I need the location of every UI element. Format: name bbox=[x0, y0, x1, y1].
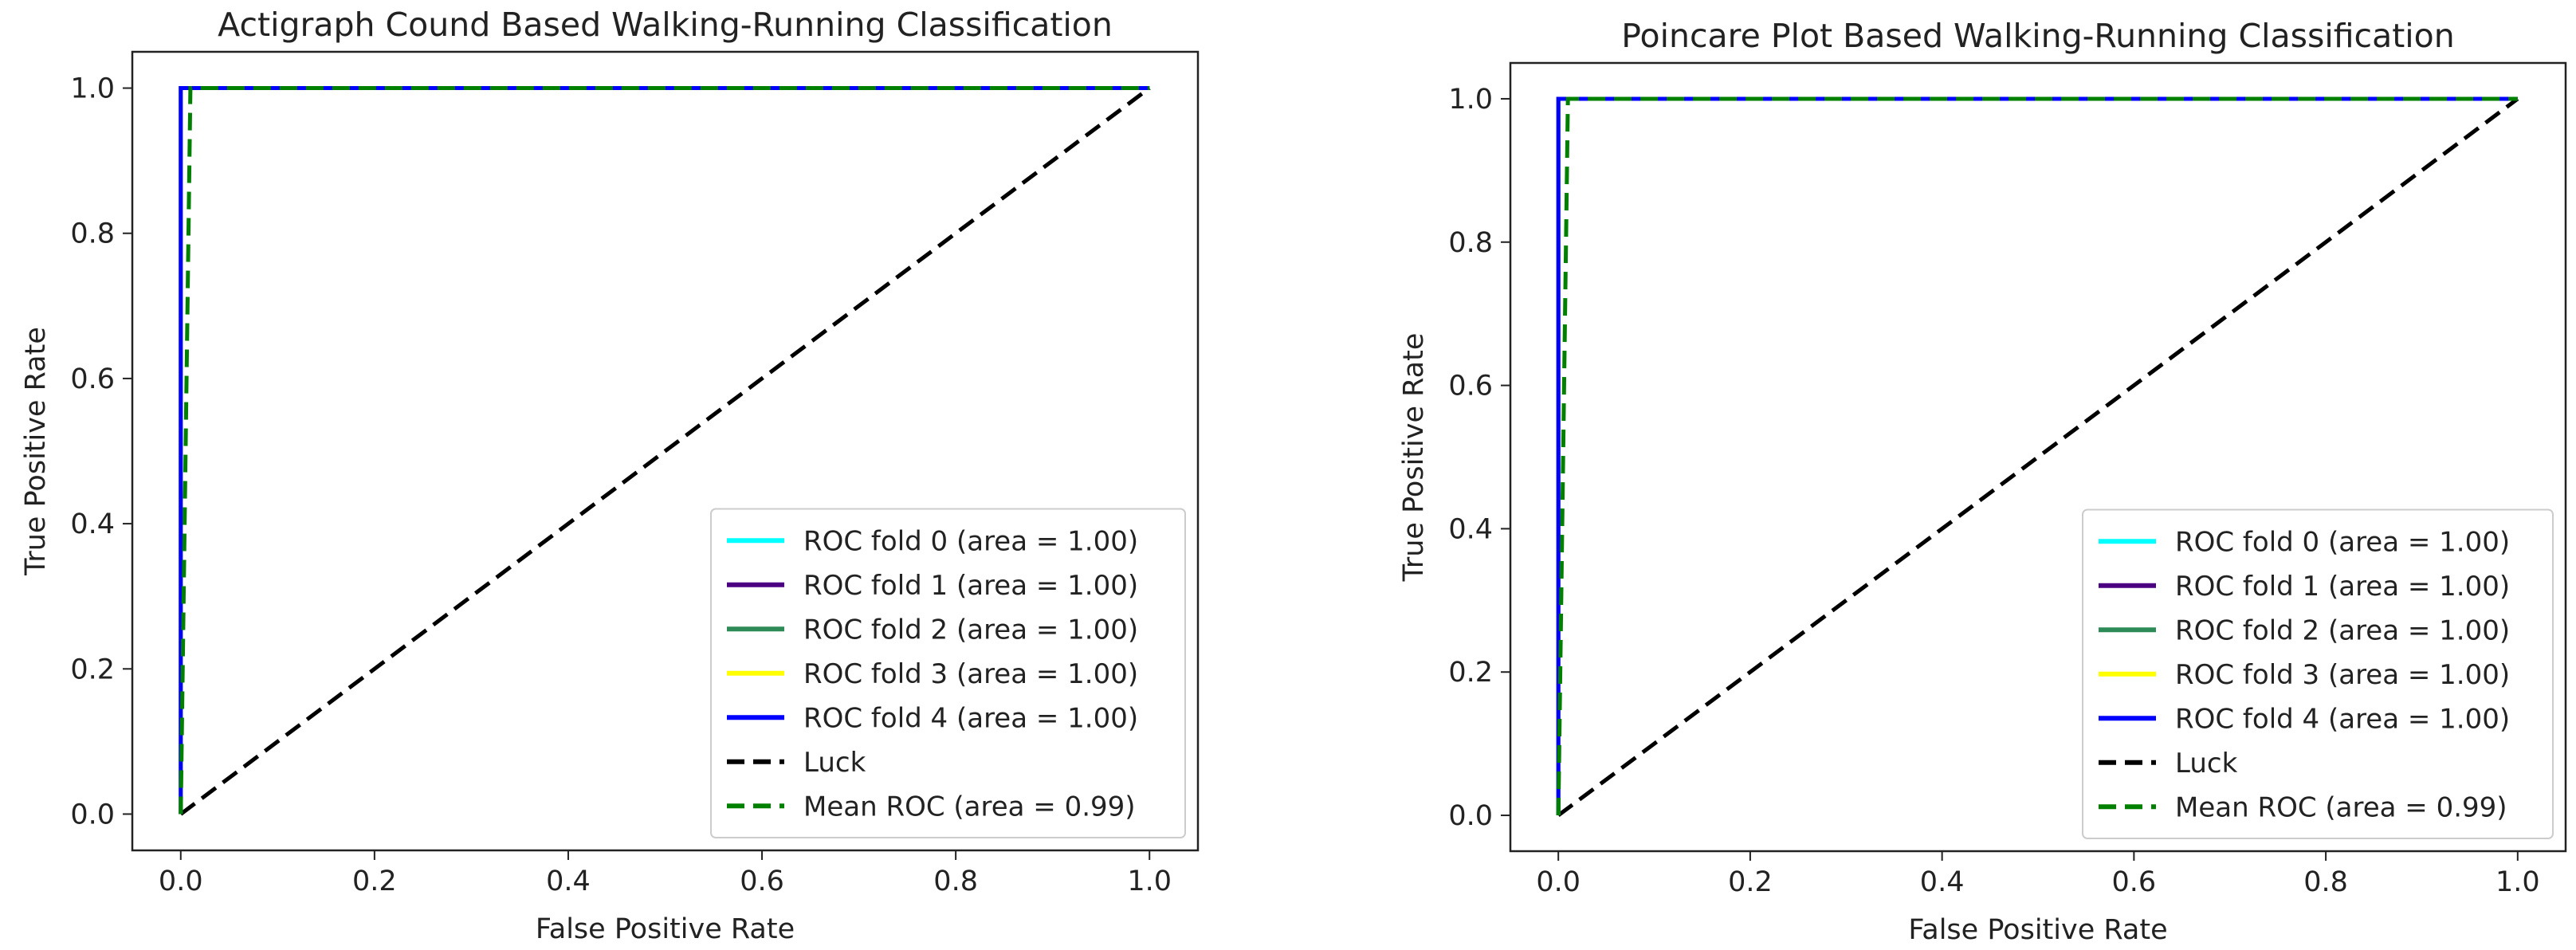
legend-label: Mean ROC (area = 0.99) bbox=[2175, 791, 2507, 823]
legend-label: ROC fold 1 (area = 1.00) bbox=[803, 570, 1138, 602]
legend-label: ROC fold 2 (area = 1.00) bbox=[2175, 614, 2510, 646]
y-tick-label: 0.8 bbox=[1448, 227, 1493, 259]
x-tick-label: 0.6 bbox=[740, 866, 784, 897]
legend-label: ROC fold 3 (area = 1.00) bbox=[2175, 659, 2510, 691]
legend-label: ROC fold 1 (area = 1.00) bbox=[2175, 571, 2510, 603]
x-tick-label: 0.8 bbox=[2303, 866, 2348, 898]
series-line-4 bbox=[179, 86, 1150, 815]
x-tick-label: 0.2 bbox=[1728, 866, 1773, 898]
axes-frame bbox=[1509, 61, 2567, 853]
legend-label: Luck bbox=[2175, 748, 2238, 779]
y-axis-label: True Positive Rate bbox=[1398, 333, 1430, 583]
y-tick-label: 0.4 bbox=[1448, 513, 1493, 545]
x-tick-label: 0.0 bbox=[159, 866, 203, 897]
y-tick-label: 0.6 bbox=[1448, 371, 1493, 402]
x-axis-label: False Positive Rate bbox=[1908, 914, 2167, 946]
axes-frame bbox=[131, 50, 1200, 852]
x-tick-label: 0.6 bbox=[2112, 866, 2157, 898]
legend: ROC fold 0 (area = 1.00) ROC fold 1 (area… bbox=[2082, 508, 2554, 839]
series-line-5 bbox=[1557, 96, 2519, 818]
x-tick-label: 0.2 bbox=[352, 866, 397, 897]
legend-label: ROC fold 4 (area = 1.00) bbox=[803, 702, 1138, 734]
legend-label: ROC fold 0 (area = 1.00) bbox=[803, 525, 1138, 557]
chart-title: Actigraph Cound Based Walking-Running Cl… bbox=[218, 6, 1113, 44]
x-tick-label: 0.0 bbox=[1536, 866, 1581, 898]
chart-0: Actigraph Cound Based Walking-Running Cl… bbox=[20, 6, 1200, 945]
legend-label: ROC fold 4 (area = 1.00) bbox=[2175, 703, 2510, 735]
chart-1: Poincare Plot Based Walking-Running Clas… bbox=[1398, 17, 2567, 946]
legend-label: ROC fold 2 (area = 1.00) bbox=[803, 614, 1138, 646]
x-tick-label: 0.4 bbox=[546, 866, 591, 897]
x-tick-label: 1.0 bbox=[1127, 866, 1172, 897]
y-tick-label: 0.2 bbox=[70, 654, 115, 685]
legend: ROC fold 0 (area = 1.00) ROC fold 1 (area… bbox=[710, 508, 1186, 838]
y-tick-label: 0.8 bbox=[70, 218, 115, 250]
y-tick-label: 1.0 bbox=[70, 73, 115, 105]
y-tick-label: 0.6 bbox=[70, 363, 115, 395]
y-axis-label: True Positive Rate bbox=[20, 327, 52, 576]
y-tick-label: 0.0 bbox=[1448, 800, 1493, 832]
x-tick-label: 0.8 bbox=[933, 866, 978, 897]
y-tick-label: 0.2 bbox=[1448, 657, 1493, 689]
y-tick-label: 1.0 bbox=[1448, 84, 1493, 116]
x-tick-label: 0.4 bbox=[1920, 866, 1965, 898]
x-axis-label: False Positive Rate bbox=[536, 913, 795, 945]
series-line-6 bbox=[1556, 96, 2518, 816]
series-line-5 bbox=[179, 86, 1151, 816]
plot-area bbox=[1556, 96, 2519, 818]
legend-box bbox=[710, 508, 1186, 838]
plot-area bbox=[179, 86, 1151, 816]
y-tick-label: 0.0 bbox=[70, 799, 115, 830]
legend-label: Mean ROC (area = 0.99) bbox=[803, 791, 1136, 822]
y-tick-label: 0.4 bbox=[70, 508, 115, 540]
legend-label: ROC fold 3 (area = 1.00) bbox=[803, 658, 1138, 690]
x-tick-label: 1.0 bbox=[2496, 866, 2540, 898]
series-line-6 bbox=[179, 86, 1150, 815]
legend-box bbox=[2082, 508, 2554, 839]
legend-label: Luck bbox=[803, 747, 866, 779]
legend-label: ROC fold 0 (area = 1.00) bbox=[2175, 526, 2510, 558]
chart-title: Poincare Plot Based Walking-Running Clas… bbox=[1621, 17, 2455, 55]
